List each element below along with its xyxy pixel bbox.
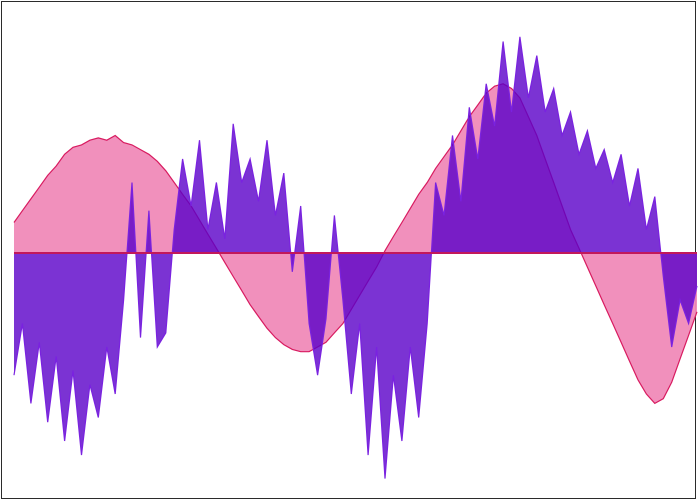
series-fills <box>13 36 698 479</box>
series-2-area <box>14 36 697 479</box>
series-2-line <box>13 36 698 479</box>
